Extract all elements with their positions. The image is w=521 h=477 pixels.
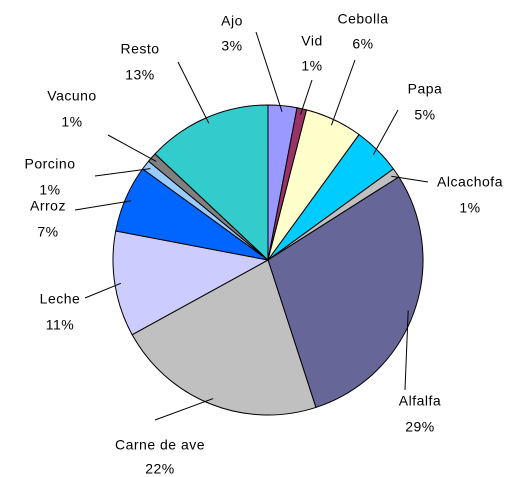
- slice-value-label: 1%: [39, 182, 60, 198]
- leader-line: [154, 398, 214, 421]
- leader-line: [391, 175, 429, 183]
- slice-value-label: 11%: [46, 317, 74, 333]
- slice-value-label: 3%: [221, 38, 242, 54]
- slice-value-label: 6%: [352, 36, 373, 52]
- slice-value-label: 29%: [405, 419, 435, 435]
- slice-label: Alfalfa: [399, 393, 441, 409]
- slice-value-label: 1%: [61, 114, 82, 130]
- leader-line: [74, 200, 132, 211]
- slice-label: Leche: [40, 291, 81, 307]
- slice-value-label: 13%: [125, 67, 155, 83]
- slice-value-label: 1%: [301, 58, 322, 74]
- slice-value-label: 5%: [414, 107, 435, 123]
- leader-line: [177, 61, 210, 124]
- slice-value-label: 1%: [459, 200, 480, 216]
- slice-label: Ajo: [221, 13, 243, 29]
- slice-label: Alcachofa: [437, 174, 503, 190]
- slice-label: Carne de ave: [115, 437, 205, 453]
- slice-label: Vacuno: [47, 88, 96, 104]
- slice-label: Papa: [408, 81, 443, 97]
- leader-line: [255, 31, 283, 112]
- slice-label: Cebolla: [338, 11, 389, 27]
- leader-line: [372, 109, 399, 155]
- pie-slice: [131, 259, 317, 416]
- pie-slice: [267, 176, 424, 409]
- leader-line: [84, 282, 122, 299]
- leader-line: [330, 59, 356, 126]
- leader-line: [107, 134, 157, 162]
- slice-value-label: 7%: [37, 224, 58, 240]
- pie-slice: [112, 230, 270, 336]
- slice-value-label: 22%: [145, 461, 175, 477]
- leader-line: [94, 168, 151, 177]
- leader-line: [300, 79, 313, 115]
- leader-line: [404, 310, 409, 391]
- slice-label: Resto: [120, 41, 159, 57]
- slice-label: Vid: [301, 33, 322, 49]
- slice-label: Porcino: [25, 156, 76, 172]
- slice-label: Arroz: [30, 198, 66, 214]
